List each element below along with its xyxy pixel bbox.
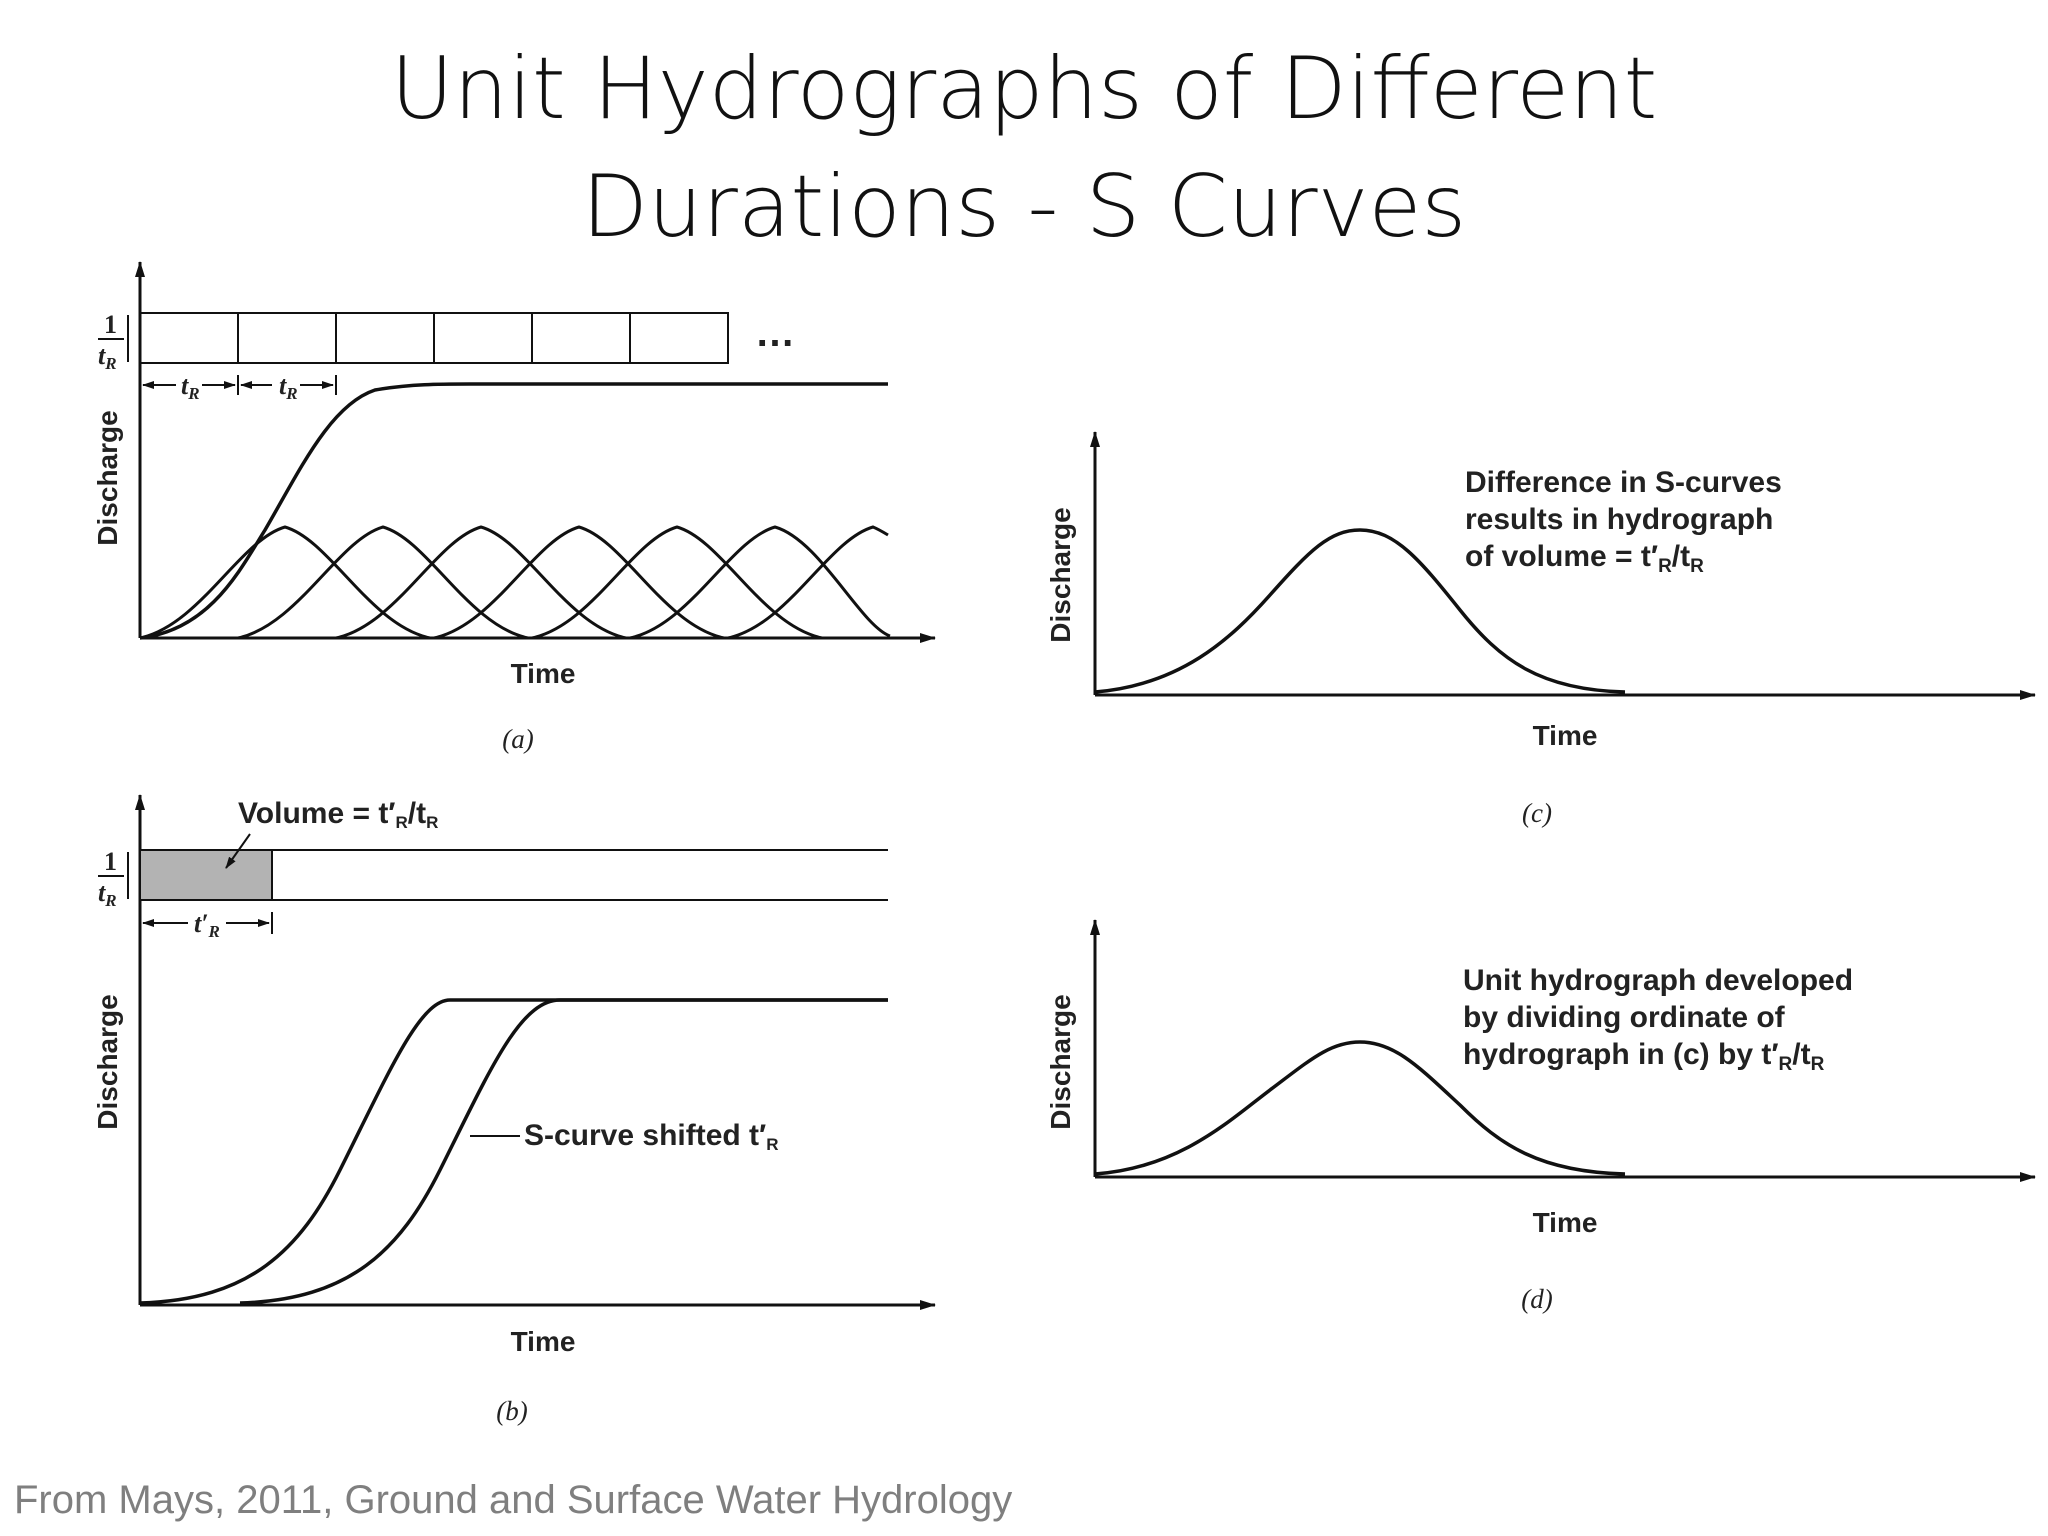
panel-d-x-label: Time <box>1533 1207 1598 1238</box>
panel-b-intensity-label: 1 tR <box>98 847 129 910</box>
panel-c-note-line-3: of volume = t′R/tR <box>1465 540 1704 577</box>
panel-b-volume-label: Volume = t′R/tR <box>225 797 438 869</box>
panel-b-caption: (b) <box>496 1396 527 1426</box>
panel-a-duration-label-2: tR <box>279 371 298 403</box>
panel-b-x-label: Time <box>511 1326 576 1357</box>
panel-b-intensity-denominator: tR <box>98 878 117 910</box>
panel-c-caption: (c) <box>1522 798 1552 828</box>
panel-a-rainfall-blocks <box>139 312 729 364</box>
panel-a-intensity-denominator: tR <box>98 341 117 373</box>
panel-a-duration-label-1: tR <box>181 371 200 403</box>
source-credit: From Mays, 2011, Ground and Surface Wate… <box>14 1478 1013 1522</box>
panel-a-unit-hydrographs <box>139 525 891 640</box>
panel-b-y-label: Discharge <box>92 994 123 1129</box>
panel-d: Unit hydrograph developed by dividing or… <box>1045 919 2036 1314</box>
panel-b-rainfall-band <box>139 849 888 901</box>
panel-d-note-line-3: hydrograph in (c) by t′R/tR <box>1463 1038 1825 1075</box>
panel-a-x-label: Time <box>511 658 576 689</box>
panel-d-caption: (d) <box>1521 1284 1552 1314</box>
panel-a-duration-marks: tR tR <box>139 371 337 403</box>
slide-title-line-1: Unit Hydrographs of Different <box>390 39 1658 139</box>
panel-a-caption: (a) <box>502 724 533 754</box>
panel-a-intensity-label: 1 tR <box>98 310 129 373</box>
panel-b-shifted-s-curve <box>239 998 888 1305</box>
panel-c-note-line-2: results in hydrograph <box>1465 503 1773 536</box>
panel-a-y-label: Discharge <box>92 410 123 545</box>
panel-d-unit-hydrograph <box>1094 1040 1626 1176</box>
slide-title: Unit Hydrographs of Different Durations … <box>0 30 2048 266</box>
panel-b-shift-label: S-curve shifted t′R <box>470 1119 779 1154</box>
panel-b-duration-label: t′R <box>194 909 220 941</box>
panel-b-intensity-numerator: 1 <box>104 847 117 876</box>
panel-a-intensity-numerator: 1 <box>104 310 117 339</box>
panel-b-duration-marks: t′R <box>139 909 273 941</box>
slide-title-line-2: Durations - S Curves <box>581 157 1467 257</box>
panel-b-volume-block <box>139 849 273 901</box>
panel-d-note-line-1: Unit hydrograph developed <box>1463 964 1853 997</box>
panel-c-hydrograph <box>1094 528 1626 694</box>
panel-c: Difference in S-curves results in hydrog… <box>1045 431 2036 828</box>
panel-d-note-line-2: by dividing ordinate of <box>1463 1001 1786 1034</box>
panel-c-note: Difference in S-curves results in hydrog… <box>1465 466 1782 577</box>
panel-b-s-curve <box>139 998 888 1305</box>
panel-b-shift-text: S-curve shifted t′R <box>524 1119 779 1154</box>
panel-b-volume-text: Volume = t′R/tR <box>238 797 438 832</box>
panel-d-y-label: Discharge <box>1045 994 1076 1129</box>
panel-a-ellipsis: … <box>755 311 795 355</box>
panel-a-s-curve <box>139 382 888 640</box>
panel-d-note: Unit hydrograph developed by dividing or… <box>1463 964 1853 1075</box>
panel-c-y-label: Discharge <box>1045 507 1076 642</box>
panel-b: Volume = t′R/tR 1 tR t′R S-curve shifted… <box>92 794 936 1426</box>
panel-a: … 1 tR tR tR Discharg <box>92 261 936 754</box>
panel-c-x-label: Time <box>1533 720 1598 751</box>
panel-c-note-line-1: Difference in S-curves <box>1465 466 1782 499</box>
